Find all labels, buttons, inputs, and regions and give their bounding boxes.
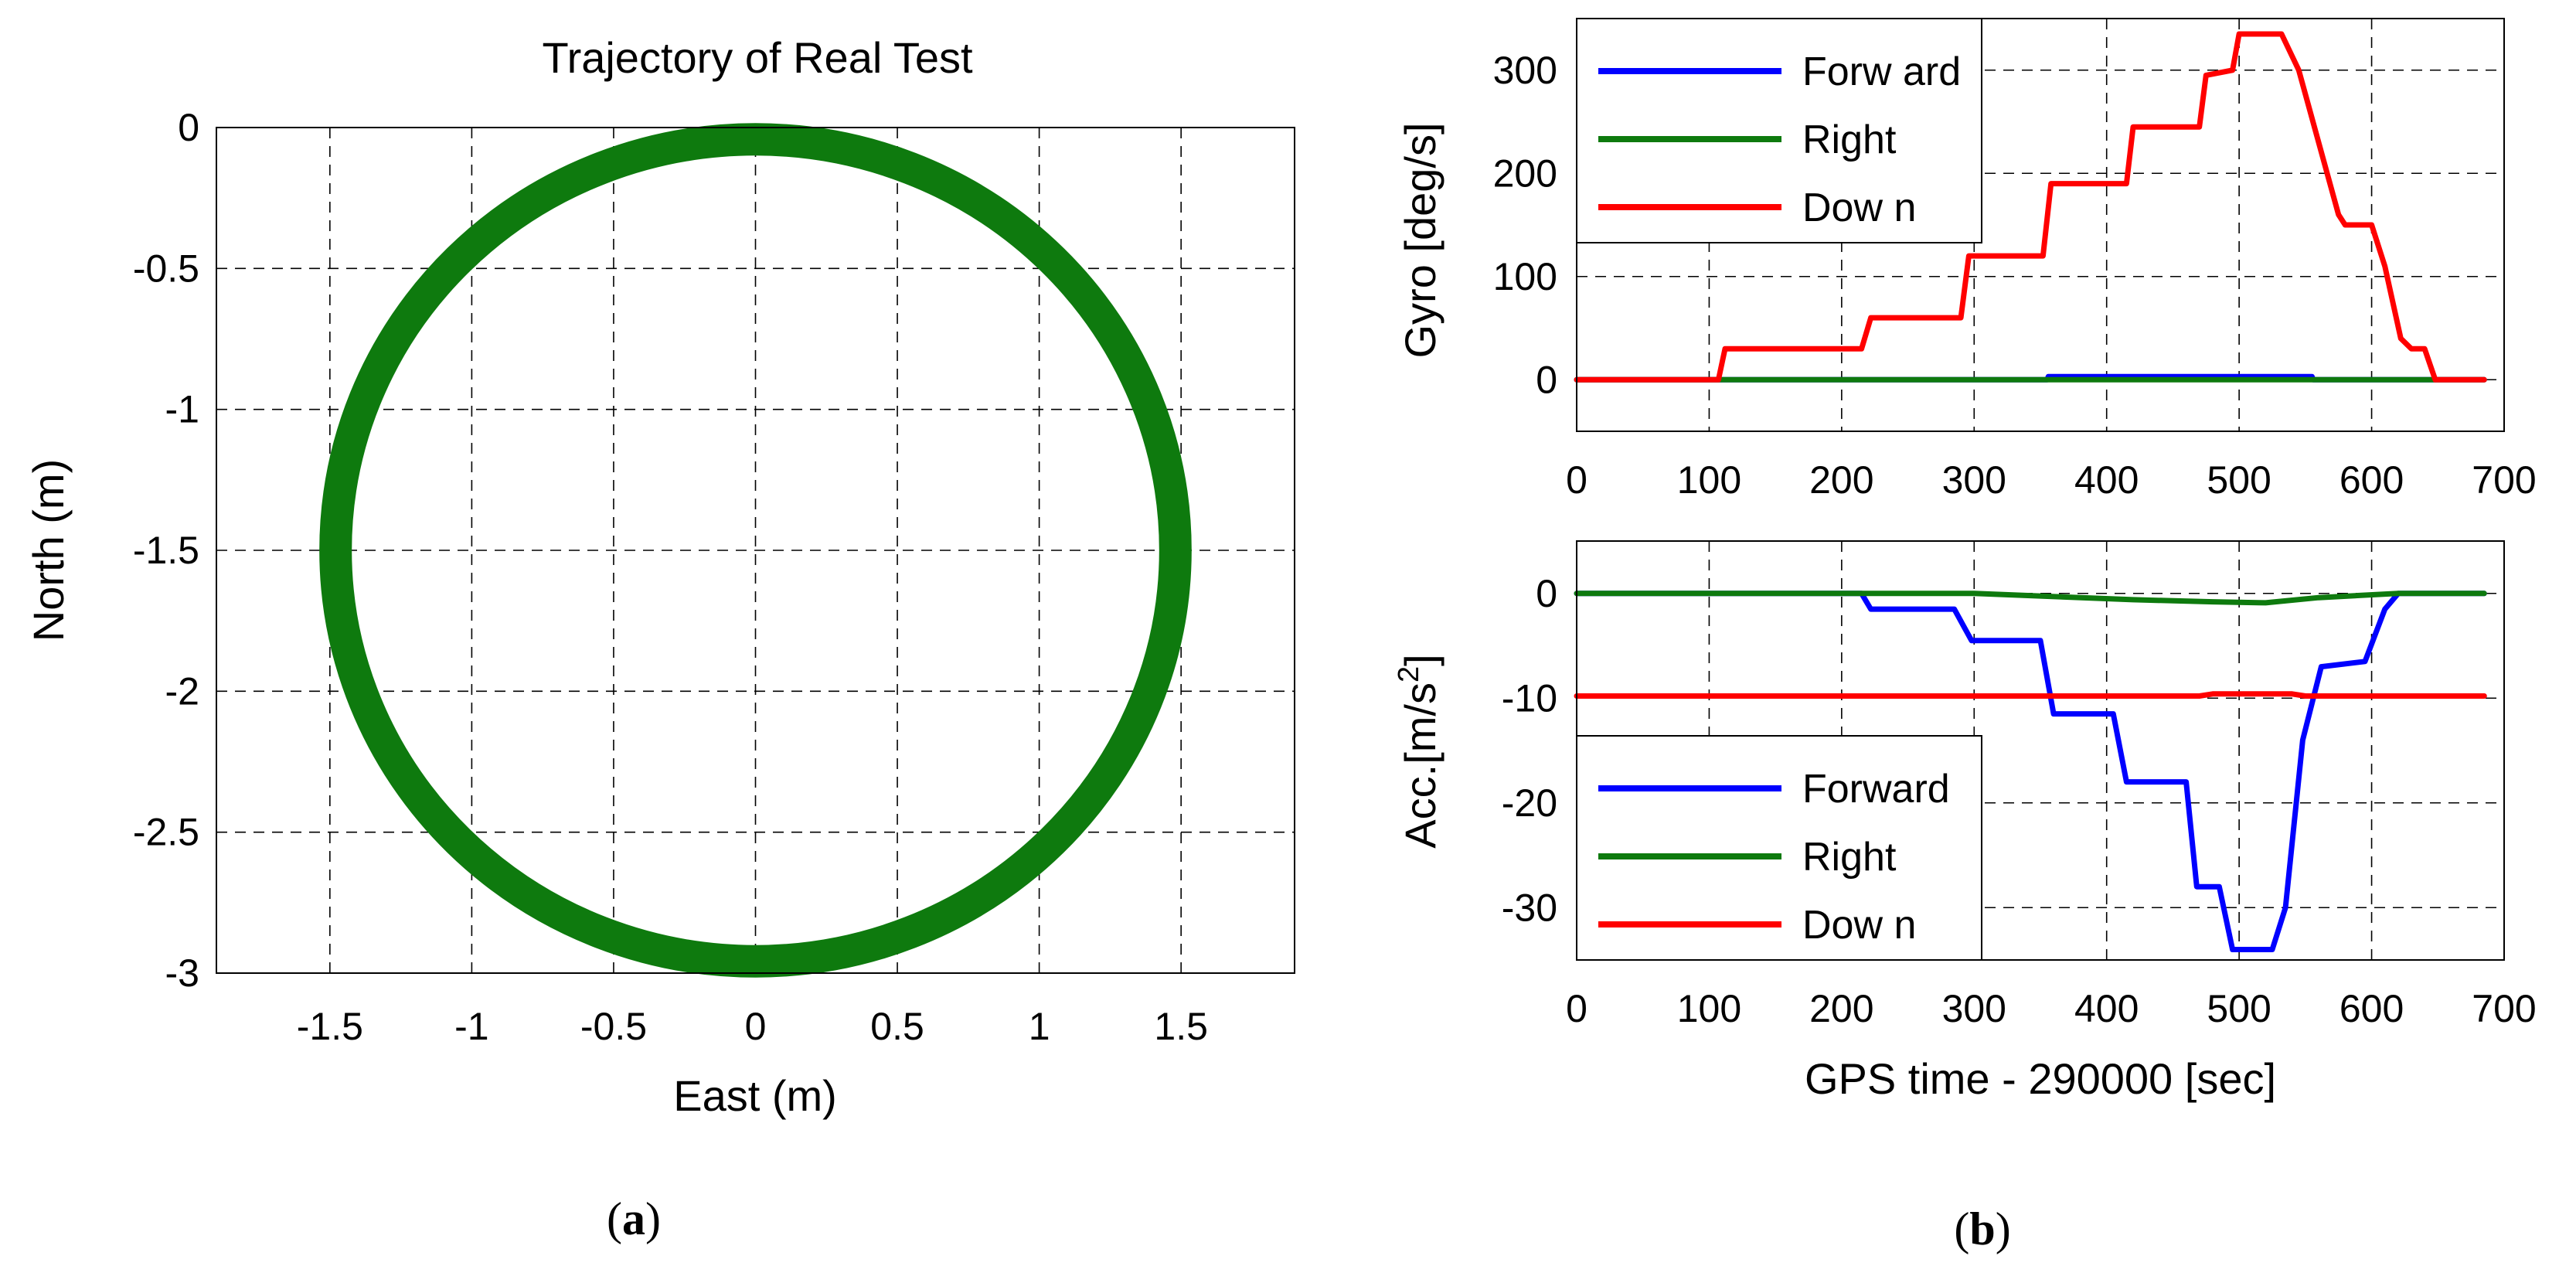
series-line-down: [1574, 691, 2487, 699]
chart-title: Trajectory of Real Test: [542, 33, 973, 82]
series-group: [1574, 31, 2487, 383]
acceleration-chart: Forward Right Dow n 0 100 200 300 400 500 600 700…: [1393, 540, 2537, 1103]
y-tick-labels: 0 -0.5 -1 -1.5 -2 -2.5 -3: [133, 106, 199, 995]
y-tick-label: -2.5: [133, 811, 199, 854]
x-tick-label: -1: [454, 1005, 488, 1048]
x-tick-labels: 0 100 200 300 400 500 600 700: [1566, 987, 2537, 1030]
x-tick-label: 700: [2472, 458, 2536, 502]
x-tick-label: 400: [2074, 458, 2139, 502]
trajectory-path: [319, 123, 1192, 978]
x-tick-label: 500: [2207, 458, 2271, 502]
x-axis-label: East (m): [673, 1071, 837, 1120]
x-tick-labels: 0 100 200 300 400 500 600 700: [1566, 458, 2537, 502]
y-tick-label: 0: [1536, 572, 1557, 615]
y-axis-label: North (m): [24, 459, 73, 642]
y-axis-label: Acc.[m/s2]: [1393, 654, 1445, 848]
x-tick-label: 0: [1566, 987, 1587, 1030]
series-group: [1574, 591, 2487, 952]
y-tick-label: -2: [165, 669, 199, 713]
y-axis-label-text: Acc.[m/s: [1396, 682, 1445, 849]
x-tick-label: 400: [2074, 987, 2139, 1030]
x-tick-label: 600: [2339, 458, 2404, 502]
x-tick-label: 300: [1942, 987, 2006, 1030]
legend-entry: Right: [1802, 117, 1897, 162]
y-tick-label: -10: [1502, 676, 1557, 720]
x-tick-label: 100: [1677, 987, 1741, 1030]
legend-entry: Forw ard: [1802, 49, 1961, 94]
panel-label-b: (b): [1954, 1203, 2010, 1254]
plot-frame: [216, 127, 1295, 974]
legend-entry: Right: [1802, 835, 1897, 880]
y-tick-label: -1.5: [133, 529, 199, 572]
x-tick-label: -1.5: [297, 1005, 363, 1048]
x-tick-label: 1: [1029, 1005, 1050, 1048]
x-tick-label: 200: [1809, 458, 1873, 502]
gyro-chart: Forw ard Right Dow n 0 100 200 300 400 500 600 70…: [1396, 18, 2537, 502]
grid: [216, 128, 1295, 973]
x-tick-labels: -1.5 -1 -0.5 0 0.5 1 1.5: [297, 1005, 1208, 1048]
series-line-right: [1574, 591, 2487, 606]
y-axis-label-superscript: 2: [1393, 666, 1425, 682]
x-tick-label: 600: [2339, 987, 2404, 1030]
y-tick-label: 200: [1493, 151, 1557, 195]
y-tick-label: -1: [165, 388, 199, 431]
y-tick-label: -20: [1502, 781, 1557, 825]
x-tick-label: 1.5: [1154, 1005, 1208, 1048]
legend-entry: Dow n: [1802, 903, 1916, 948]
panel-label-a: (a): [607, 1193, 661, 1244]
series-group: [319, 123, 1192, 978]
x-tick-label: 0.5: [870, 1005, 924, 1048]
x-tick-label: 300: [1942, 458, 2006, 502]
y-tick-label: 100: [1493, 255, 1557, 298]
x-tick-label: 0: [1566, 458, 1587, 502]
y-tick-label: -3: [165, 951, 199, 995]
x-tick-label: 700: [2472, 987, 2536, 1030]
series-line-forward: [1574, 591, 2487, 952]
x-tick-label: 500: [2207, 987, 2271, 1030]
x-axis-label: GPS time - 290000 [sec]: [1805, 1054, 2276, 1103]
y-axis-label: Gyro [deg/s]: [1396, 122, 1445, 358]
legend: Forward Right Dow n: [1576, 735, 1982, 961]
legend: Forw ard Right Dow n: [1576, 18, 1982, 243]
trajectory-chart: Trajectory of Real Test -1.5 -1 -0.5 0 0.5 1 1…: [24, 33, 1295, 1120]
x-tick-label: 200: [1809, 987, 1873, 1030]
series-line-down: [1574, 31, 2487, 383]
y-tick-label: 0: [1536, 358, 1557, 401]
x-tick-label: 0: [745, 1005, 767, 1048]
legend-entry: Dow n: [1802, 186, 1916, 230]
y-tick-label: 0: [178, 106, 199, 149]
y-tick-label: -30: [1502, 886, 1557, 929]
x-tick-label: -0.5: [580, 1005, 647, 1048]
y-tick-labels: 0 100 200 300: [1493, 49, 1557, 402]
y-tick-label: -0.5: [133, 247, 199, 290]
legend-entry: Forward: [1802, 767, 1950, 812]
y-tick-label: 300: [1493, 49, 1557, 92]
y-tick-labels: 0 -10 -20 -30: [1502, 572, 1557, 930]
x-tick-label: 100: [1677, 458, 1741, 502]
y-axis-label-closing: ]: [1396, 654, 1445, 666]
